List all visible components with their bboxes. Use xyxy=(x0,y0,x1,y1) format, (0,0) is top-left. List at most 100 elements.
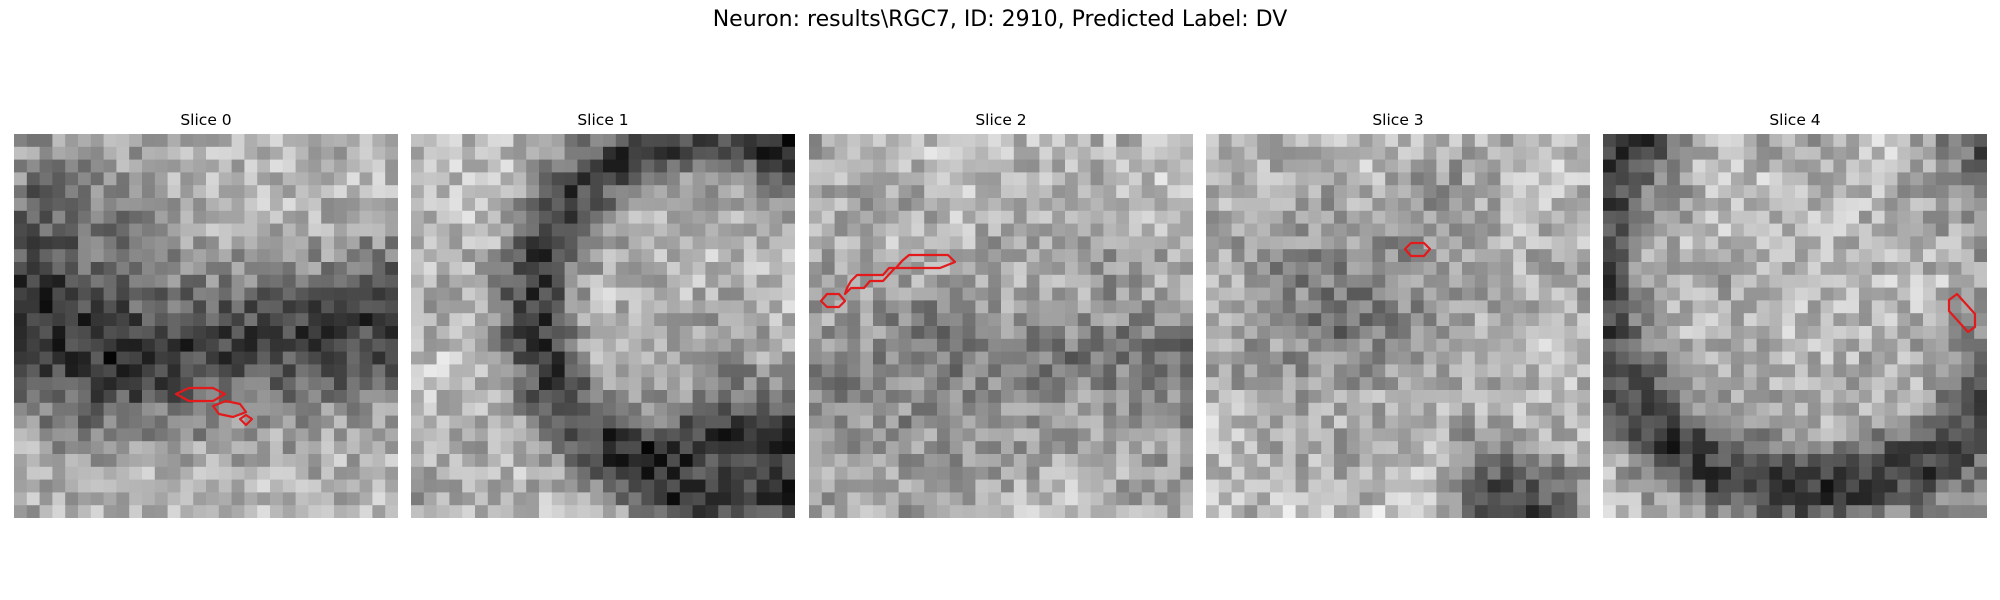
pixel xyxy=(1692,313,1706,327)
pixel xyxy=(1833,479,1847,493)
pixel xyxy=(975,441,989,455)
pixel xyxy=(1001,466,1015,480)
pixel xyxy=(860,390,874,404)
pixel xyxy=(116,364,130,378)
pixel xyxy=(411,249,425,263)
pixel xyxy=(1257,262,1271,276)
pixel xyxy=(1705,249,1719,263)
pixel xyxy=(180,326,194,340)
pixel xyxy=(1807,172,1821,186)
pixel xyxy=(1577,441,1590,455)
pixel xyxy=(308,159,322,173)
pixel xyxy=(436,249,450,263)
pixel xyxy=(487,479,501,493)
pixel xyxy=(385,402,398,416)
pixel xyxy=(1423,466,1437,480)
pixel xyxy=(718,300,732,314)
pixel xyxy=(1692,274,1706,288)
pixel xyxy=(1065,415,1079,429)
pixel xyxy=(1231,479,1245,493)
pixel xyxy=(1692,441,1706,455)
pixel xyxy=(1859,390,1873,404)
pixel xyxy=(475,402,489,416)
pixel xyxy=(1372,454,1386,468)
pixel xyxy=(1538,249,1552,263)
pixel xyxy=(962,300,976,314)
pixel xyxy=(1679,441,1693,455)
pixel xyxy=(282,210,296,224)
pixel xyxy=(1513,198,1527,212)
pixel xyxy=(142,390,156,404)
pixel xyxy=(193,466,207,480)
pixel xyxy=(975,313,989,327)
pixel xyxy=(924,287,938,301)
pixel xyxy=(142,326,156,340)
pixel xyxy=(500,172,514,186)
pixel xyxy=(206,287,220,301)
pixel xyxy=(1897,249,1911,263)
pixel xyxy=(1513,262,1527,276)
pixel xyxy=(244,146,258,160)
pixel xyxy=(756,441,770,455)
pixel xyxy=(116,338,130,352)
pixel xyxy=(129,479,143,493)
pixel xyxy=(359,313,373,327)
pixel xyxy=(385,172,398,186)
pixel xyxy=(436,146,450,160)
pixel xyxy=(809,466,823,480)
pixel xyxy=(1077,377,1091,391)
pixel xyxy=(1807,377,1821,391)
pixel xyxy=(1807,313,1821,327)
pixel xyxy=(1667,492,1681,506)
pixel xyxy=(449,326,463,340)
pixel xyxy=(513,287,527,301)
pixel xyxy=(1807,210,1821,224)
pixel xyxy=(911,338,925,352)
pixel xyxy=(1731,326,1745,340)
pixel xyxy=(1500,146,1514,160)
pixel xyxy=(1641,351,1655,365)
pixel xyxy=(809,415,823,429)
pixel xyxy=(1615,262,1629,276)
pixel xyxy=(231,223,245,237)
pixel xyxy=(847,402,861,416)
pixel xyxy=(937,338,951,352)
pixel xyxy=(321,300,335,314)
pixel xyxy=(962,223,976,237)
pixel xyxy=(1423,236,1437,250)
pixel xyxy=(1462,146,1476,160)
pixel xyxy=(167,505,181,518)
pixel xyxy=(1795,377,1809,391)
pixel xyxy=(1948,466,1962,480)
pixel xyxy=(679,146,693,160)
pixel xyxy=(346,364,360,378)
pixel xyxy=(1718,364,1732,378)
pixel xyxy=(308,441,322,455)
pixel xyxy=(1436,428,1450,442)
pixel xyxy=(1013,146,1027,160)
pixel xyxy=(1231,210,1245,224)
pixel xyxy=(1334,402,1348,416)
pixel xyxy=(949,287,963,301)
pixel xyxy=(1795,313,1809,327)
pixel xyxy=(1154,326,1168,340)
pixel xyxy=(1257,428,1271,442)
pixel xyxy=(1551,236,1565,250)
pixel xyxy=(154,415,168,429)
pixel xyxy=(1846,185,1860,199)
pixel xyxy=(372,146,386,160)
pixel xyxy=(1820,300,1834,314)
pixel xyxy=(898,210,912,224)
pixel xyxy=(1846,351,1860,365)
pixel xyxy=(282,441,296,455)
pixel xyxy=(1923,338,1937,352)
pixel xyxy=(1551,428,1565,442)
pixel xyxy=(1948,479,1962,493)
pixel xyxy=(1859,185,1873,199)
pixel xyxy=(1974,505,1987,518)
pixel xyxy=(1871,172,1885,186)
pixel xyxy=(1846,313,1860,327)
pixel xyxy=(705,377,719,391)
pixel xyxy=(1961,479,1975,493)
pixel xyxy=(1065,198,1079,212)
